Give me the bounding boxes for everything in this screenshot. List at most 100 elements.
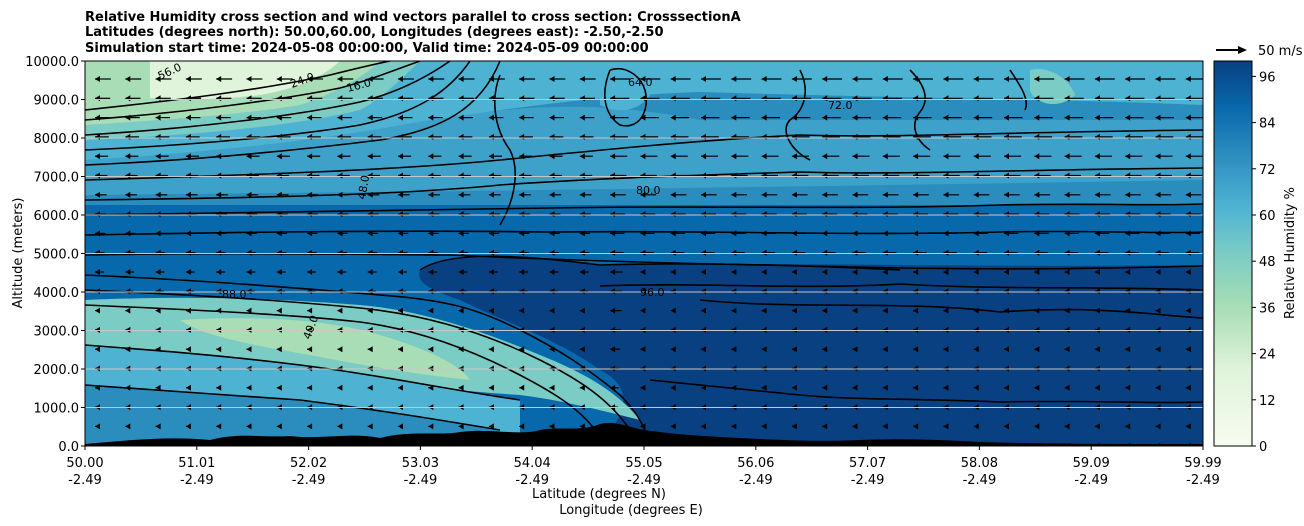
wind-arrow [155,288,164,295]
wind-arrow [852,288,858,295]
wind-arrow [1034,326,1040,333]
wind-arrow [458,114,474,121]
wind-arrow [640,230,655,237]
wind-arrow [307,153,321,160]
wind-arrow [185,326,191,333]
wind-arrow [367,307,373,314]
wind-arrow [519,76,536,82]
wind-arrow [1125,249,1139,256]
wind-arrow [367,288,376,295]
wind-arrow [882,76,903,82]
wind-arrow [701,249,715,256]
wind-arrow [1155,384,1161,391]
wind-arrow [1034,153,1052,160]
wind-arrow [488,211,500,218]
colorbar: 0 12 24 36 48 60 72 84 96 Relative Humidity % [1213,60,1298,455]
wind-arrow [943,423,949,430]
wind-arrow [246,288,255,295]
wind-arrow [398,191,410,198]
wind-arrow [701,288,706,295]
wind-arrow [1185,423,1191,430]
wind-arrow [155,230,166,237]
colorbar-ticks: 0 12 24 36 48 60 72 84 96 [1252,70,1276,455]
wind-arrow [216,384,222,391]
wind-arrow [367,249,378,256]
wind-arrow [1064,153,1082,160]
wind-arrow [276,249,287,256]
wind-arrow [185,384,191,391]
wind-arrow [882,191,899,198]
wind-key-label: 50 m/s [1258,44,1303,59]
wind-arrow [519,326,525,333]
wind-arrow [1094,211,1110,218]
wind-arrow [670,269,676,275]
wind-arrow [155,346,161,353]
wind-arrow [670,384,676,391]
wind-arrow [791,423,797,430]
wind-arrow [549,346,555,353]
wind-arrow [1185,384,1191,391]
wind-arrow [1125,423,1131,430]
wind-arrow [488,191,501,198]
wind-arrow [761,288,767,295]
wind-arrow [670,211,686,218]
wind-arrow [882,249,897,256]
wind-arrow [1004,211,1019,218]
wind-arrow [307,384,313,391]
wind-arrow [1004,288,1009,295]
wind-arrow [670,230,685,237]
wind-arrow [1064,384,1070,391]
wind-arrow [1094,191,1111,198]
wind-arrow [519,230,530,237]
colorbar-tick-label: 12 [1259,394,1276,409]
x-tick-label-lon: -2.49 [180,473,214,488]
wind-arrow [943,249,957,256]
wind-arrow [640,249,654,256]
y-axis: 0.0 1000.0 2000.0 3000.0 4000.0 5000.0 6000.0 7… [25,55,85,455]
wind-arrow [791,249,806,256]
wind-arrow [1185,76,1203,82]
wind-arrow [458,346,464,353]
contour-label-72: 72.0 [828,99,853,112]
wind-arrow [822,76,843,82]
x-tick-label-lon: -2.49 [68,473,102,488]
wind-arrow [852,423,858,430]
wind-arrow [852,230,867,237]
wind-arrow [791,230,807,237]
wind-arrow [1125,230,1140,237]
wind-arrow [307,76,323,82]
wind-arrow [761,326,767,333]
wind-arrow [973,191,990,198]
wind-arrow [852,211,868,218]
x-axis-label-latitude: Latitude (degrees N) [532,487,666,502]
wind-arrow [549,326,555,333]
wind-arrow [822,423,828,430]
wind-arrow [1034,307,1040,314]
wind-arrow [367,153,381,160]
wind-arrow [185,114,201,121]
wind-arrow [337,76,354,82]
wind-arrow [913,191,929,198]
wind-arrow [428,76,445,82]
wind-arrow [246,230,257,237]
contour-label-88: 88.0 [222,288,247,301]
wind-arrow [185,249,196,256]
wind-arrow [913,114,932,121]
wind-arrow [1155,230,1170,237]
wind-arrow [701,307,706,314]
wind-arrow [1125,269,1131,275]
x-tick-label-lat: 57.07 [849,456,886,471]
wind-arrow [731,153,749,160]
wind-arrow [519,307,525,314]
wind-arrow [579,114,595,121]
wind-arrow [125,423,131,430]
wind-arrow [1125,384,1131,391]
wind-arrow [216,211,228,218]
wind-arrow [610,307,622,314]
wind-arrow [549,211,561,218]
wind-arrow [1034,288,1040,295]
wind-arrow [185,307,191,314]
wind-arrow [125,346,131,353]
wind-arrow [579,230,591,237]
